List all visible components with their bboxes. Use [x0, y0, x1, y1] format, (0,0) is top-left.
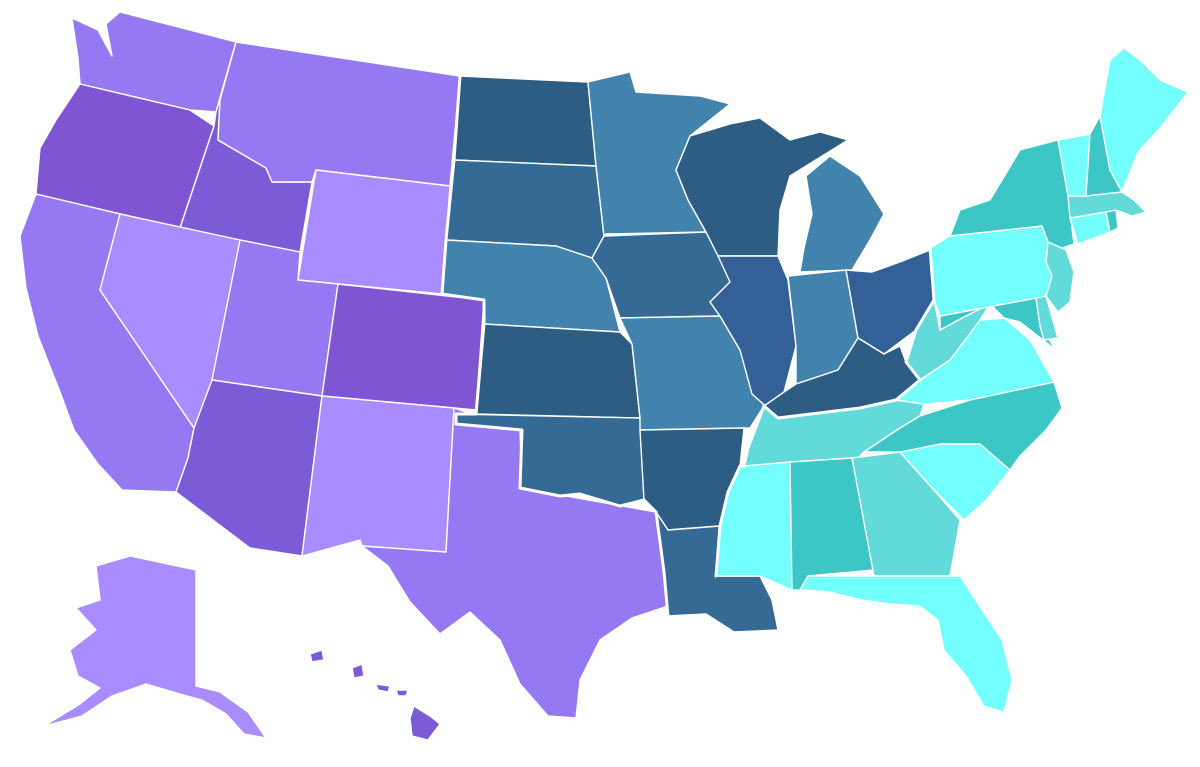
state-ks[interactable]: [475, 323, 641, 419]
state-wy[interactable]: [297, 169, 451, 295]
state-mi[interactable]: [799, 155, 885, 273]
state-nd[interactable]: [453, 75, 597, 167]
state-wi[interactable]: [675, 117, 849, 257]
state-nm[interactable]: [301, 395, 455, 557]
state-ak[interactable]: [43, 555, 267, 739]
state-ma[interactable]: [1067, 191, 1147, 219]
state-hi[interactable]: [309, 649, 441, 741]
state-fl[interactable]: [799, 575, 1013, 713]
state-me[interactable]: [1099, 47, 1189, 193]
lake-michigan: [782, 176, 812, 272]
lake-superior: [736, 100, 796, 120]
state-il[interactable]: [709, 255, 797, 411]
state-co[interactable]: [321, 283, 485, 411]
west-central-border: [440, 74, 670, 618]
central-east-border: [714, 246, 936, 578]
